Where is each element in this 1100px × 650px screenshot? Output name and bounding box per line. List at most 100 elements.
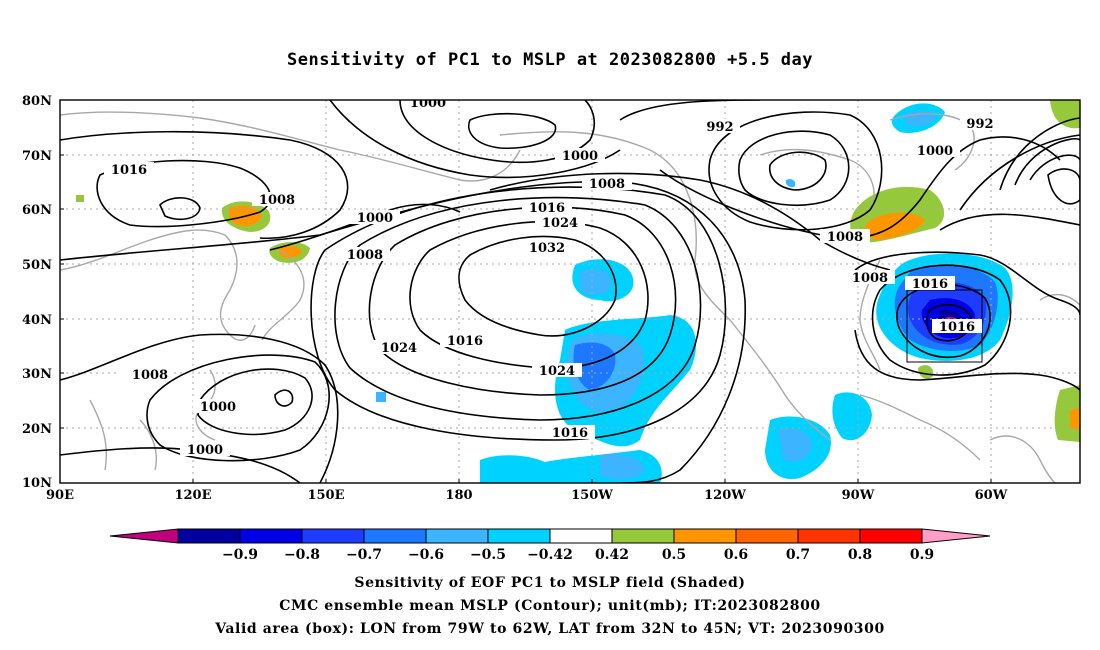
contour-label-1008-e: 1008 — [120, 367, 170, 383]
shading-blob-pacific — [573, 342, 616, 390]
shading-blob-eastpac — [778, 428, 812, 462]
coastline — [261, 249, 305, 341]
colorbar-swatch — [487, 528, 551, 544]
lat-label: 10N — [22, 476, 52, 491]
contour-label-1008-b: 1008 — [252, 192, 302, 208]
colorbar-swatch — [797, 528, 861, 544]
colorbar-label: 0.6 — [724, 547, 748, 563]
contour-label-992-a: 992 — [700, 119, 740, 135]
colorbar-swatch — [425, 528, 489, 544]
colorbar-end-high — [921, 528, 991, 544]
svg-text:1024: 1024 — [381, 341, 417, 356]
shading-blob-small — [376, 392, 386, 402]
lon-label: 150W — [571, 488, 613, 503]
shading-blob-atlantic — [918, 365, 934, 379]
colorbar-swatch — [239, 528, 303, 544]
colorbar-label: 0.8 — [848, 547, 872, 563]
contour-label-1016-d: 1016 — [932, 319, 982, 335]
contour-line — [60, 130, 349, 240]
svg-text:1000: 1000 — [410, 96, 446, 111]
contour-label-1000-b: 1000 — [555, 148, 605, 164]
coastline — [60, 229, 256, 341]
svg-text:992: 992 — [706, 120, 733, 135]
svg-text:1008: 1008 — [259, 193, 295, 208]
contour-label-1016-c: 1016 — [905, 276, 955, 292]
contour-label-1008-c: 1008 — [340, 247, 390, 263]
caption-shading: Sensitivity of EOF PC1 to MSLP field (Sh… — [354, 575, 746, 591]
svg-text:1000: 1000 — [187, 443, 223, 458]
lon-label: 150E — [307, 488, 344, 503]
shading-blob-pacific — [600, 453, 645, 480]
contour-label-992-b: 992 — [960, 116, 1000, 132]
colorbar-swatch — [611, 528, 675, 544]
colorbar-label: −0.6 — [408, 547, 444, 563]
svg-text:1000: 1000 — [357, 211, 393, 226]
coastline — [499, 131, 831, 441]
map-title: Sensitivity of PC1 to MSLP at 2023082800… — [286, 50, 813, 70]
coastlines — [60, 111, 1080, 483]
svg-text:1008: 1008 — [827, 230, 863, 245]
plot-frame — [59, 99, 1081, 484]
contour-line — [274, 389, 294, 407]
contour-label-1024-c: 1024 — [532, 363, 582, 379]
contour-line — [871, 264, 1012, 376]
colorbar-label: −0.8 — [284, 547, 320, 563]
svg-text:1016: 1016 — [529, 201, 565, 216]
lon-label: 180 — [445, 488, 472, 503]
contour-line — [959, 134, 1080, 211]
svg-text:1032: 1032 — [529, 241, 565, 256]
lat-label: 70N — [22, 149, 52, 164]
contour-labels: 1000 992 992 1016 1000 1008 1008 1016 10… — [104, 96, 1000, 458]
caption-valid-area: Valid area (box): LON from 79W to 62W, L… — [215, 621, 885, 637]
contour-label-1032: 1032 — [522, 240, 572, 256]
lat-labels: 80N 70N 60N 50N 40N 30N 20N 10N — [22, 94, 52, 491]
contour-line — [854, 329, 1080, 391]
coastline — [759, 148, 875, 211]
coastline — [60, 111, 521, 182]
contour-label-1024-b: 1024 — [374, 340, 424, 356]
lat-label: 40N — [22, 313, 52, 328]
svg-text:1000: 1000 — [917, 144, 953, 159]
svg-text:1024: 1024 — [542, 216, 578, 231]
shading-blob-eastpac — [832, 392, 872, 441]
colorbar-label: −0.42 — [527, 547, 573, 563]
colorbar-swatch — [673, 528, 737, 544]
colorbar-label: 0.42 — [595, 547, 629, 563]
lon-labels: 90E 120E 150E 180 150W 120W 90W 60W — [46, 488, 1008, 503]
colorbar-swatch — [177, 528, 241, 544]
contour-label-1008-a: 1008 — [582, 176, 632, 192]
contour-line — [334, 196, 702, 421]
lat-label: 80N — [22, 94, 52, 109]
contour-line — [159, 197, 201, 221]
colorbar-label: 0.5 — [662, 547, 686, 563]
lon-label: 120E — [174, 488, 211, 503]
coastline — [989, 435, 1056, 483]
contour-label-1008-d: 1008 — [845, 270, 895, 286]
contour-line — [60, 333, 339, 483]
contour-line — [399, 100, 595, 164]
svg-text:992: 992 — [966, 117, 993, 132]
lat-label: 20N — [22, 422, 52, 437]
contour-line — [769, 151, 827, 191]
svg-text:1016: 1016 — [447, 334, 483, 349]
contour-line — [197, 368, 313, 436]
lon-label: 90W — [842, 488, 875, 503]
svg-text:1008: 1008 — [589, 177, 625, 192]
contour-line — [619, 100, 761, 121]
contour-label-1000-e: 1008 — [820, 229, 870, 245]
svg-text:1024: 1024 — [539, 364, 575, 379]
contour-line — [468, 112, 557, 150]
shading-blob-small — [76, 195, 84, 202]
lat-label: 50N — [22, 258, 52, 273]
contour-label-1016-f: 1016 — [545, 425, 595, 441]
svg-text:1008: 1008 — [347, 248, 383, 263]
lon-label: 90E — [46, 488, 74, 503]
shading-blob-asia — [278, 245, 302, 259]
shading-blob-pacific — [580, 268, 612, 295]
contour-line — [939, 213, 1080, 231]
colorbar-swatch — [735, 528, 799, 544]
colorbar-label: 0.9 — [910, 547, 934, 563]
contour-line — [999, 117, 1080, 191]
contour-line — [925, 304, 973, 342]
contour-label-1024-a: 1024 — [535, 215, 585, 231]
